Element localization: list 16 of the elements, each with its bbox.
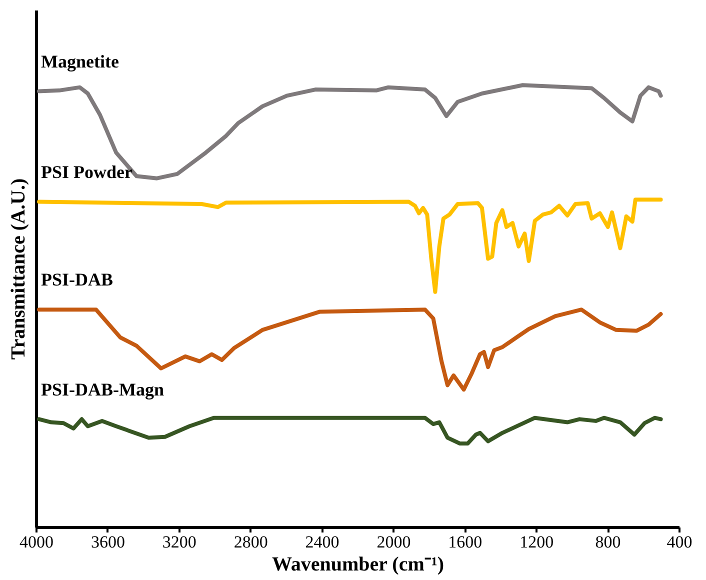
x-tick-label: 2400 [305,532,340,552]
series-label: Magnetite [41,51,120,72]
x-tick-label: 1600 [448,532,482,552]
x-tick-label: 400 [666,532,692,552]
series-label: PSI-DAB [41,270,114,290]
x-tick-label: 2800 [234,532,268,552]
x-tick-label: 4000 [20,532,54,552]
x-axis-title: Wavenumber (cm⁻¹) [272,554,444,576]
x-tick-label: 800 [595,532,621,552]
x-tick-label: 3200 [162,532,196,552]
y-axis-title: Transmittance (A.U.) [8,178,30,360]
x-tick-label: 1200 [520,532,554,552]
series-label: PSI-DAB-Magn [41,379,164,400]
x-tick-label: 2000 [376,532,411,552]
series-label: PSI Powder [41,162,133,182]
x-tick-label: 3600 [90,532,125,552]
